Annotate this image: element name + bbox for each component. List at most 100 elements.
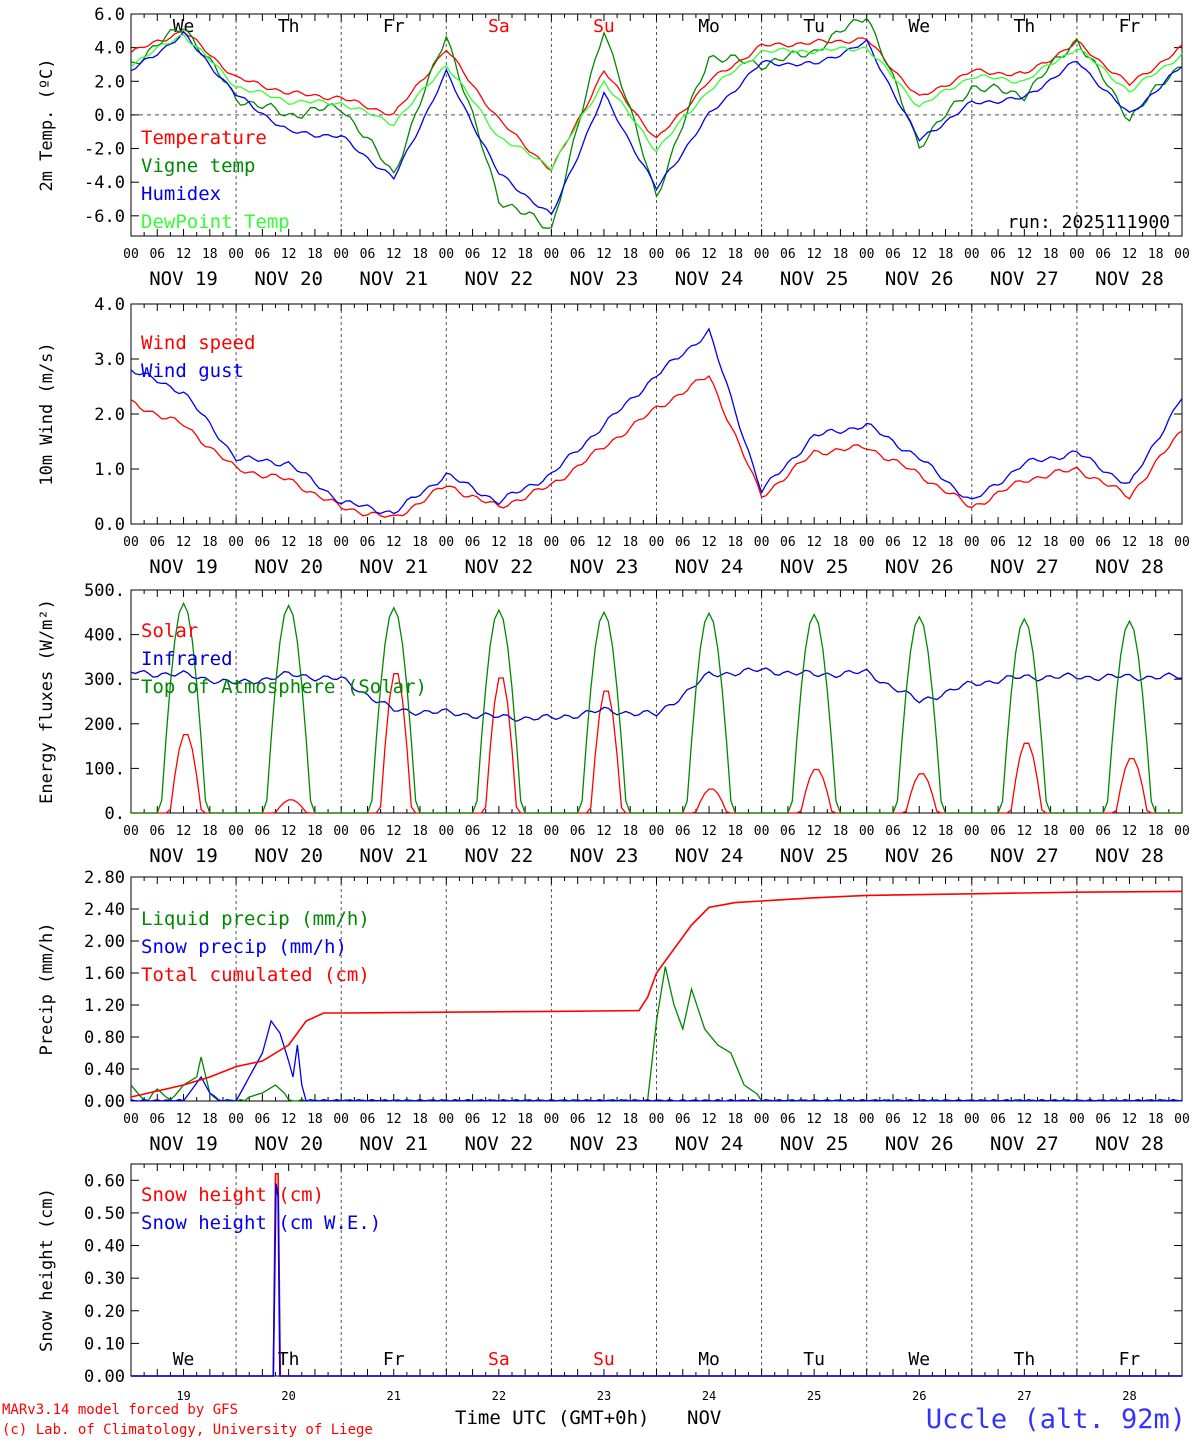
hour-tick-label: 06 [255,535,271,550]
y-tick-label: 0.0 [94,106,125,126]
y-tick-label: 2.40 [84,900,125,920]
hour-tick-label: 12 [806,1112,822,1127]
date-label: NOV 26 [885,268,954,290]
hour-tick-label: 12 [386,247,402,262]
hour-tick-label: 18 [938,824,954,839]
location-label: Uccle (alt. 92m) [926,1404,1186,1435]
hour-tick-label: 18 [412,1112,428,1127]
series-line-wind-speed [130,375,1183,518]
date-label: NOV 28 [1095,556,1164,578]
date-label: NOV 19 [149,1133,218,1155]
day-name-label: Su [593,1349,615,1370]
day-number-label: 19 [176,1389,190,1403]
hour-tick-label: 06 [675,247,691,262]
hour-tick-label: 18 [622,247,638,262]
panel-precip: 0.00 0.40 0.80 1.20 1.60 2.00 2.40 2.80 Precip (… [37,868,1190,1155]
day-name-label: We [908,16,930,37]
hour-tick-label: 12 [806,824,822,839]
hour-tick-label: 18 [1043,247,1059,262]
day-number-label: 24 [702,1389,716,1403]
hour-tick-label: 06 [990,535,1006,550]
series-group [130,890,1183,1102]
series-line-snow-precip-mm-h [130,1019,1183,1102]
day-name-label: Th [278,16,300,37]
hour-tick-label: 18 [307,535,323,550]
date-label: NOV 26 [885,845,954,867]
hour-tick-label: 18 [1148,535,1164,550]
legend-entry: Total cumulated (cm) [141,964,370,986]
hour-tick-label: 06 [570,247,586,262]
day-number-label: 27 [1017,1389,1031,1403]
hour-tick-label: 06 [255,1112,271,1127]
y-axis-label: 2m Temp. (ºC) [37,58,57,191]
y-tick-label: 2.0 [94,72,125,92]
series-line-total-cumulated-cm [130,890,1183,1098]
hour-tick-label: 00 [438,824,454,839]
legend-entry: Humidex [141,183,221,205]
x-axis-title: Time UTC (GMT+0h) [455,1407,649,1429]
hour-tick-label: 06 [885,1112,901,1127]
hour-tick-label: 12 [281,824,297,839]
hour-tick-label: 18 [622,1112,638,1127]
hour-tick-label: 00 [123,535,139,550]
y-tick-label: 0.00 [84,1092,125,1112]
hour-tick-label: 12 [701,824,717,839]
legend-entry: Snow height (cm W.E.) [141,1212,381,1234]
y-tick-label: 0.0 [94,515,125,535]
hour-tick-label: 06 [149,1112,165,1127]
date-label: NOV 25 [780,556,849,578]
legend-entry: Top of Atmosphere (Solar) [141,676,427,698]
hour-tick-label: 06 [885,247,901,262]
date-label: NOV 27 [990,1133,1059,1155]
plot-frame [130,589,1183,814]
hour-tick-label: 00 [438,1112,454,1127]
hour-tick-label: 12 [701,535,717,550]
hour-tick-label: 18 [412,535,428,550]
hour-tick-label: 12 [1122,247,1138,262]
y-tick-label: 500. [84,581,125,601]
series-group [131,1173,1182,1377]
day-number-label: 21 [387,1389,401,1403]
hour-tick-label: 12 [911,1112,927,1127]
hour-tick-label: 06 [675,535,691,550]
hour-tick-label: 06 [360,1112,376,1127]
y-tick-label: 2.00 [84,932,125,952]
hour-tick-label: 18 [412,247,428,262]
date-label: NOV 25 [780,845,849,867]
hour-tick-label: 06 [149,535,165,550]
date-label: NOV 28 [1095,845,1164,867]
date-label: NOV 26 [885,556,954,578]
day-number-label: 25 [807,1389,821,1403]
day-number-label: 26 [912,1389,926,1403]
hour-tick-label: 18 [1148,1112,1164,1127]
hour-tick-label: 00 [649,1112,665,1127]
hour-tick-label: 18 [1043,535,1059,550]
footer-credit-line1: MARv3.14 model forced by GFS [2,1402,238,1418]
series-line-dewpoint-temp [130,33,1183,172]
hour-tick-label: 00 [649,535,665,550]
y-tick-label: 1.20 [84,996,125,1016]
hour-tick-label: 18 [833,824,849,839]
hour-tick-label: 18 [202,535,218,550]
legend-entry: Wind gust [141,360,244,382]
hour-tick-label: 12 [281,1112,297,1127]
y-tick-label: -4.0 [84,173,125,193]
day-name-label: Sa [488,1349,510,1370]
hour-tick-label: 12 [176,1112,192,1127]
date-label: NOV 24 [675,556,744,578]
series-line-infrared [130,667,1183,723]
y-tick-label: 200. [84,715,125,735]
chart-panels: -6.0-4.0-2.00.02.04.06.02m Temp. (ºC)00 0… [37,5,1190,1403]
date-label: NOV 21 [359,268,428,290]
hour-tick-label: 06 [1095,535,1111,550]
hour-tick-label: 18 [517,247,533,262]
hour-tick-label: 00 [333,535,349,550]
y-tick-label: 0.40 [84,1237,125,1257]
hour-tick-label: 12 [806,535,822,550]
hour-tick-label: 00 [228,247,244,262]
hour-tick-label: 12 [911,535,927,550]
y-tick-label: 4.0 [94,39,125,59]
y-tick-label: 0.30 [84,1269,125,1289]
hour-tick-label: 12 [1017,535,1033,550]
